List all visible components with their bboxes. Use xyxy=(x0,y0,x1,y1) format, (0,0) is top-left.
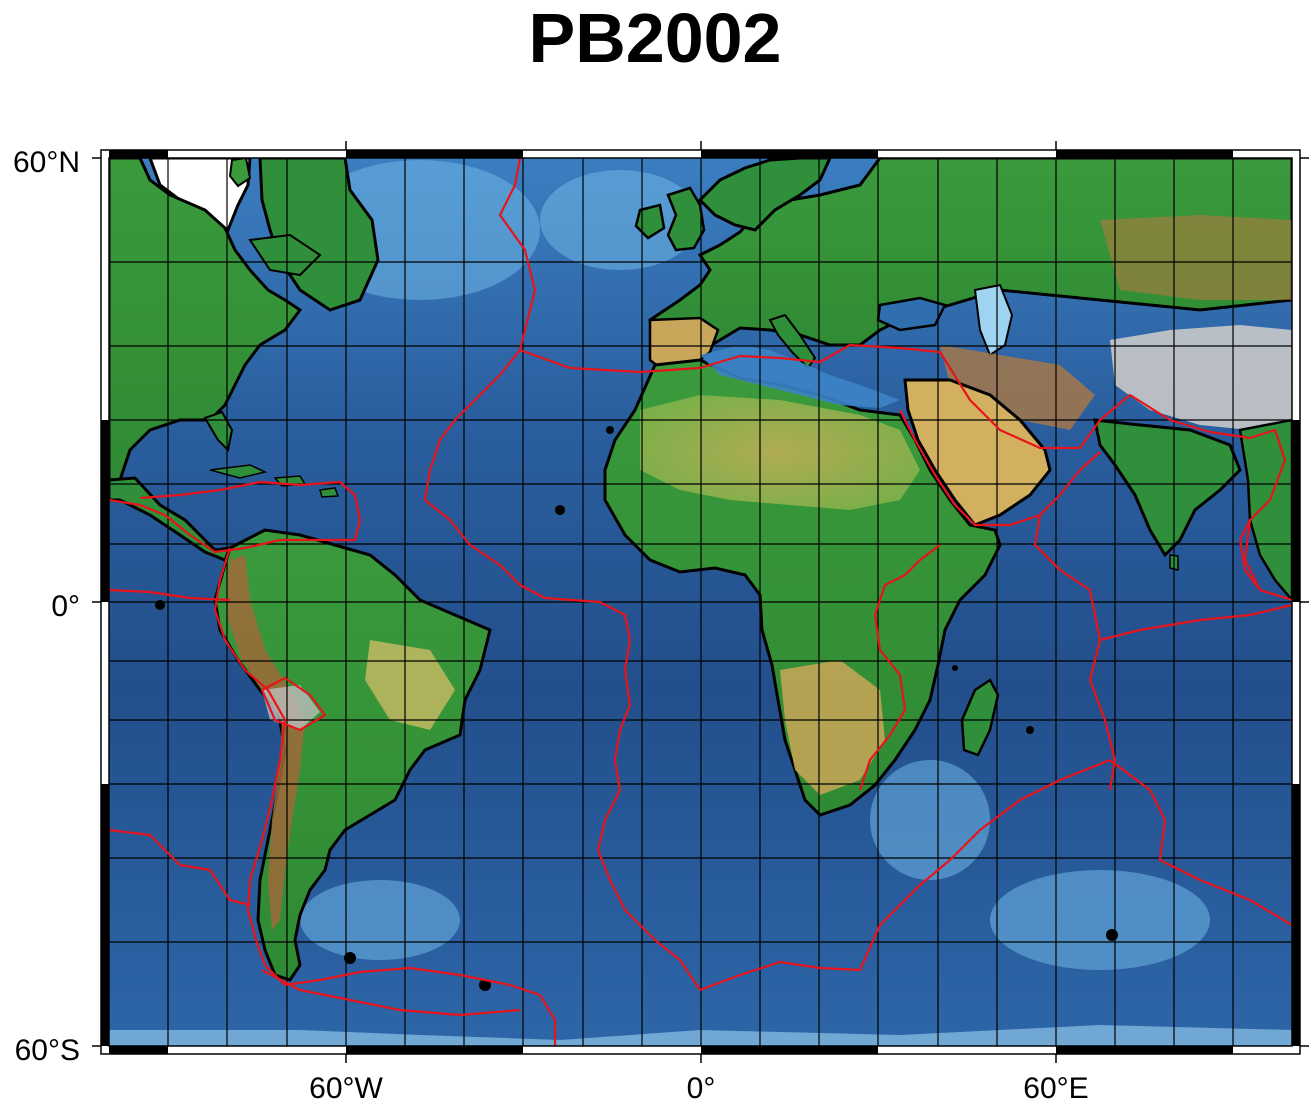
lat-label-bottom: 60°S xyxy=(15,1034,80,1067)
scotia-south xyxy=(261,969,521,1017)
graticule xyxy=(109,158,1292,1046)
scotia-plate xyxy=(284,966,557,1046)
southeast-indian-ridge xyxy=(1109,759,1292,926)
ireland xyxy=(634,203,666,240)
nazca-cocos xyxy=(109,588,231,602)
relief-layer xyxy=(109,158,1292,1046)
sunda-arc xyxy=(1238,519,1261,591)
small-islands xyxy=(155,426,1118,991)
southeast-asia xyxy=(1238,418,1292,602)
red-sea-rift xyxy=(899,409,1041,527)
lon-label-right: 60°E xyxy=(1023,1072,1088,1104)
peru-chile-trench xyxy=(213,547,287,986)
east-african-rift xyxy=(858,544,941,791)
altiplano xyxy=(262,685,320,730)
altiplano-microplate xyxy=(260,676,327,732)
brazil-highlands xyxy=(365,640,455,730)
continental-shelf xyxy=(300,160,1210,970)
caspian-sea xyxy=(973,283,1014,357)
great-britain xyxy=(666,186,706,252)
kalahari xyxy=(780,660,885,795)
lon-label-left: 60°W xyxy=(309,1072,383,1104)
madagascar xyxy=(960,678,1000,757)
florida xyxy=(203,410,234,453)
scandinavia xyxy=(697,158,832,232)
andes xyxy=(226,555,305,930)
indo-australian-boundary xyxy=(1099,603,1292,642)
arabian-peninsula xyxy=(903,378,1052,527)
lat-label-mid: 0° xyxy=(51,590,80,623)
map-frame xyxy=(92,141,1309,1063)
caribbean-plate xyxy=(109,480,362,554)
mediterranean-sea xyxy=(700,345,900,408)
black-sea xyxy=(876,296,947,332)
mid-atlantic-ridge xyxy=(423,158,701,991)
sahara xyxy=(640,395,920,510)
pacific-antarctic-ridge xyxy=(109,828,251,907)
plate-boundaries xyxy=(109,158,1292,1046)
tibetan-plateau xyxy=(1110,325,1292,430)
lon-label-center: 0° xyxy=(687,1072,716,1104)
southwest-indian-ridge xyxy=(699,758,1111,992)
north-america xyxy=(109,158,303,493)
hudson-region xyxy=(248,233,322,277)
italy xyxy=(768,313,817,370)
azores-gibraltar xyxy=(519,343,941,374)
map-title: PB2002 xyxy=(528,0,782,77)
india xyxy=(1093,418,1242,558)
alpine-himalayan-belt xyxy=(939,351,1292,602)
lat-label-top: 60°N xyxy=(13,146,80,179)
central-asia-relief xyxy=(1100,215,1292,300)
